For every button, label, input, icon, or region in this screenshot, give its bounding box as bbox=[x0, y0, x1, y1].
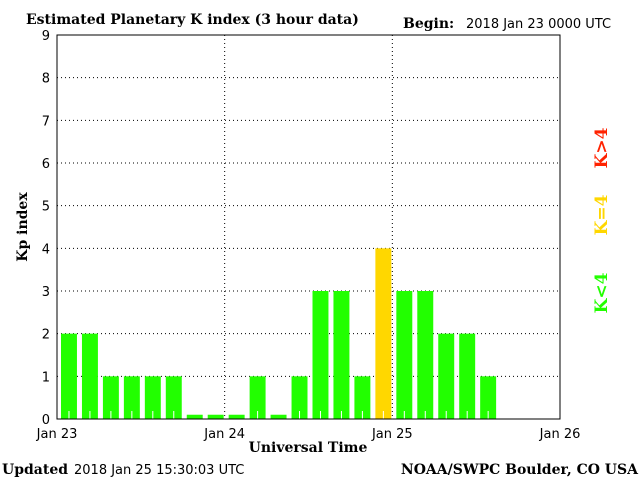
kp-bar bbox=[354, 376, 371, 419]
begin-value: 2018 Jan 23 0000 UTC bbox=[466, 17, 611, 32]
x-axis-label: Universal Time bbox=[249, 440, 368, 456]
kp-bar bbox=[312, 291, 329, 419]
y-tick-label: 6 bbox=[42, 157, 50, 172]
updated-label: Updated bbox=[2, 462, 68, 478]
y-tick-label: 0 bbox=[42, 413, 50, 428]
kp-bar bbox=[375, 248, 392, 419]
y-tick-label: 2 bbox=[42, 328, 50, 343]
legend-low: K<4 bbox=[592, 272, 612, 313]
x-tick-label: Jan 23 bbox=[36, 427, 78, 442]
kp-bar bbox=[144, 376, 161, 419]
chart-title: Estimated Planetary K index (3 hour data… bbox=[26, 12, 359, 28]
x-tick-label: Jan 25 bbox=[371, 427, 413, 442]
y-tick-label: 3 bbox=[42, 285, 50, 300]
kp-bar bbox=[186, 414, 203, 419]
plot-frame bbox=[56, 34, 561, 420]
kp-bar bbox=[417, 291, 434, 419]
y-tick-label: 9 bbox=[42, 29, 50, 44]
y-tick-label: 1 bbox=[42, 370, 50, 385]
y-tick-label: 5 bbox=[42, 200, 50, 215]
y-tick-label: 4 bbox=[42, 242, 50, 257]
x-tick-label: Jan 24 bbox=[203, 427, 245, 442]
kp-bar bbox=[438, 333, 455, 419]
kp-bar bbox=[207, 414, 224, 419]
legend-mid: K=4 bbox=[592, 194, 612, 235]
kp-bar bbox=[81, 333, 98, 419]
kp-bar bbox=[396, 291, 413, 419]
x-tick-label: Jan 26 bbox=[539, 427, 581, 442]
kp-bar bbox=[291, 376, 308, 419]
legend-high: K>4 bbox=[592, 127, 612, 168]
kp-bar bbox=[270, 414, 287, 419]
kp-bar bbox=[333, 291, 350, 419]
y-tick-label: 8 bbox=[42, 72, 50, 87]
kp-bar bbox=[480, 376, 497, 419]
kp-bar bbox=[102, 376, 119, 419]
kp-bar bbox=[459, 333, 476, 419]
begin-label: Begin: bbox=[403, 16, 454, 32]
kp-bar bbox=[165, 376, 182, 419]
kp-bar bbox=[249, 376, 266, 419]
updated-value: 2018 Jan 25 15:30:03 UTC bbox=[74, 463, 244, 478]
kp-bar bbox=[228, 414, 245, 419]
kp-bar bbox=[123, 376, 140, 419]
source-credit: NOAA/SWPC Boulder, CO USA bbox=[401, 462, 639, 478]
y-axis-label: Kp index bbox=[15, 192, 31, 262]
y-tick-label: 7 bbox=[42, 114, 50, 129]
kp-bar bbox=[61, 333, 77, 419]
